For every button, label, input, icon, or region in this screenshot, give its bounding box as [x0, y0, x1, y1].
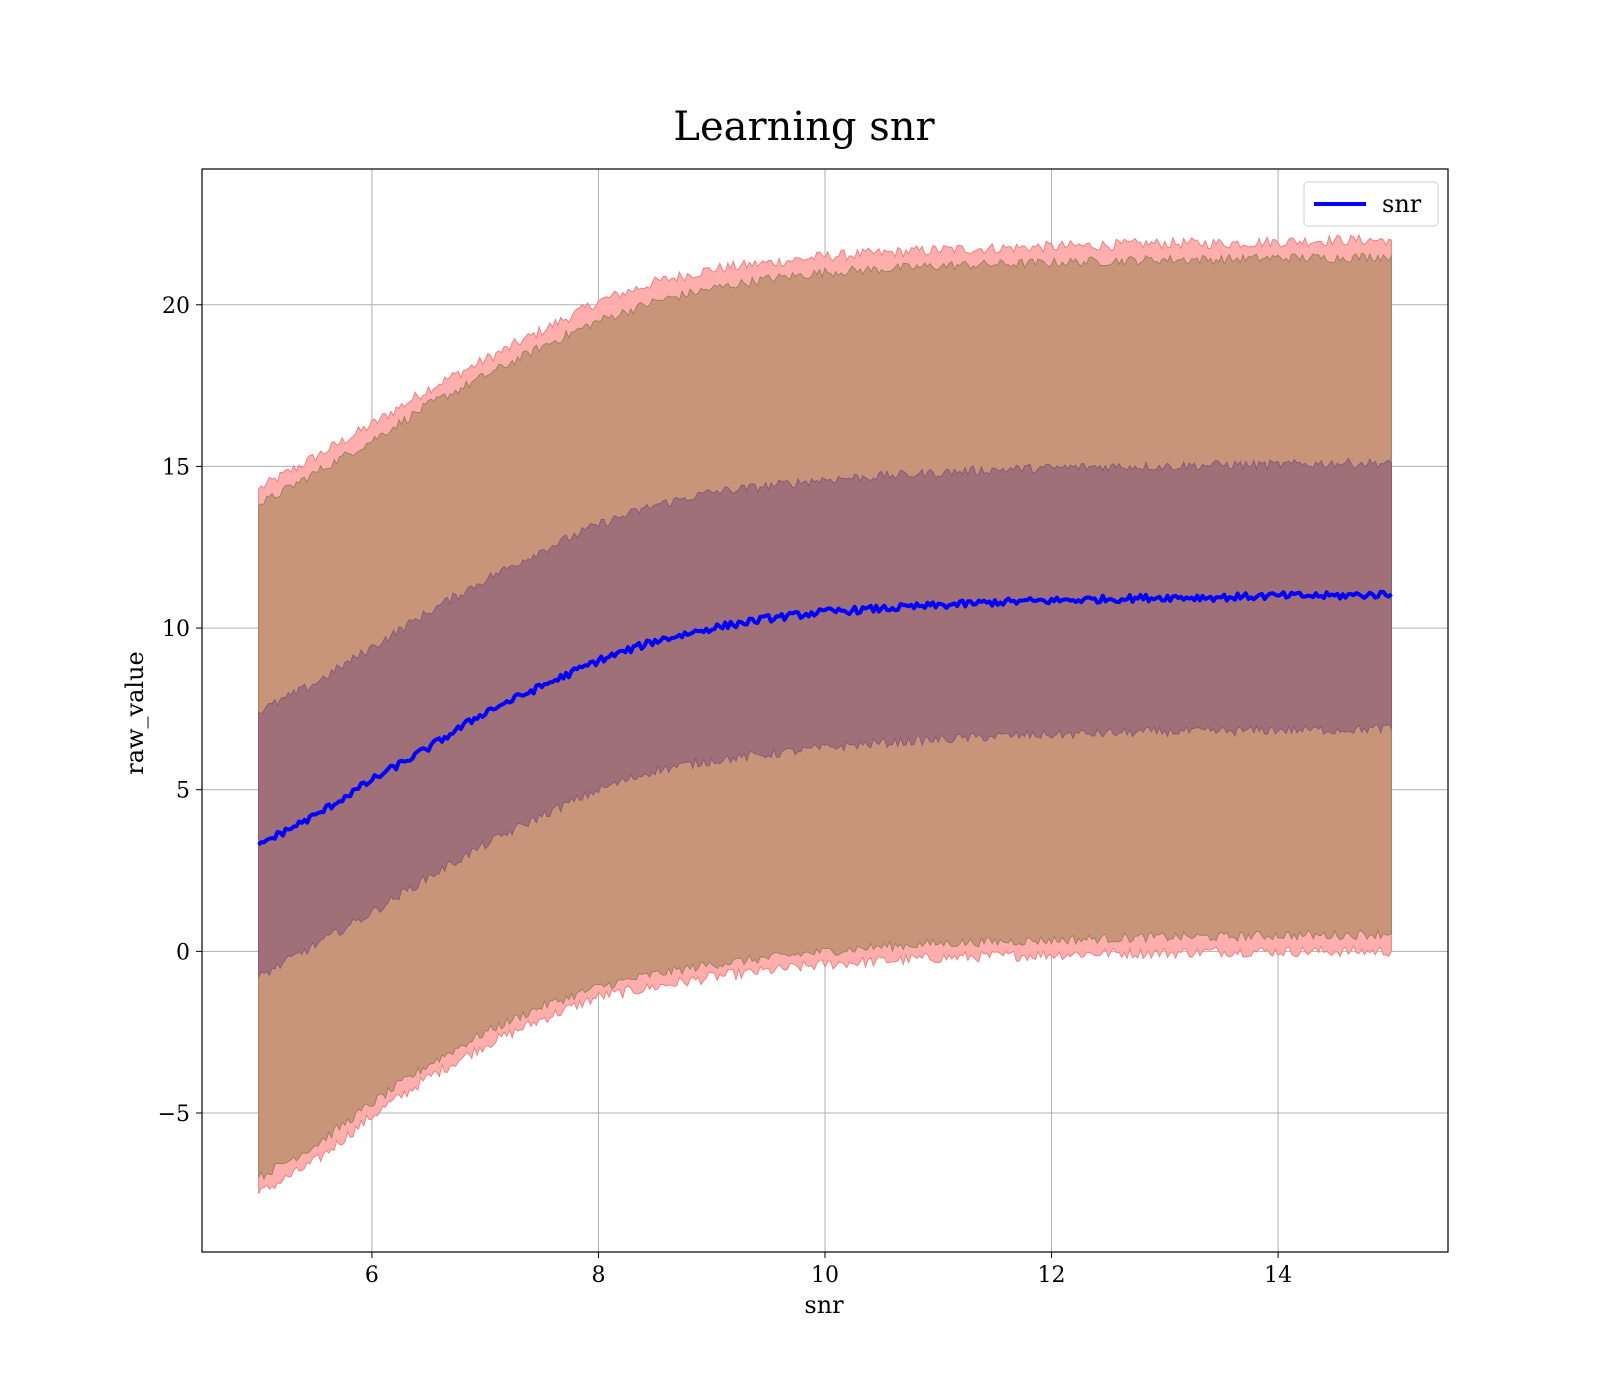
x-axis-label: snr — [804, 1291, 844, 1319]
series-lines — [257, 589, 1393, 847]
y-tick-label: 0 — [176, 940, 190, 965]
y-tick-label: 20 — [162, 294, 190, 319]
y-tick-label: 15 — [162, 455, 190, 480]
y-axis-label: raw_value — [121, 651, 149, 775]
y-tick-label: 5 — [176, 779, 190, 804]
x-tick-label: 10 — [811, 1263, 839, 1288]
x-tick-label: 12 — [1038, 1263, 1066, 1288]
legend-label: snr — [1382, 190, 1422, 218]
chart-title: Learning snr — [673, 104, 935, 150]
ticks: 6 8 10 12 14 −5 0 5 10 15 20 — [158, 294, 1293, 1288]
x-tick-label: 8 — [591, 1263, 605, 1288]
series-line-snr — [257, 589, 1393, 847]
x-tick-label: 14 — [1264, 1263, 1292, 1288]
confidence-bands — [258, 233, 1392, 1195]
legend-box — [1303, 181, 1439, 227]
legend: snr — [1303, 181, 1439, 227]
band-inner — [258, 457, 1392, 978]
y-tick-label: 10 — [162, 617, 190, 642]
x-tick-label: 6 — [365, 1263, 379, 1288]
y-tick-label: −5 — [158, 1102, 190, 1127]
